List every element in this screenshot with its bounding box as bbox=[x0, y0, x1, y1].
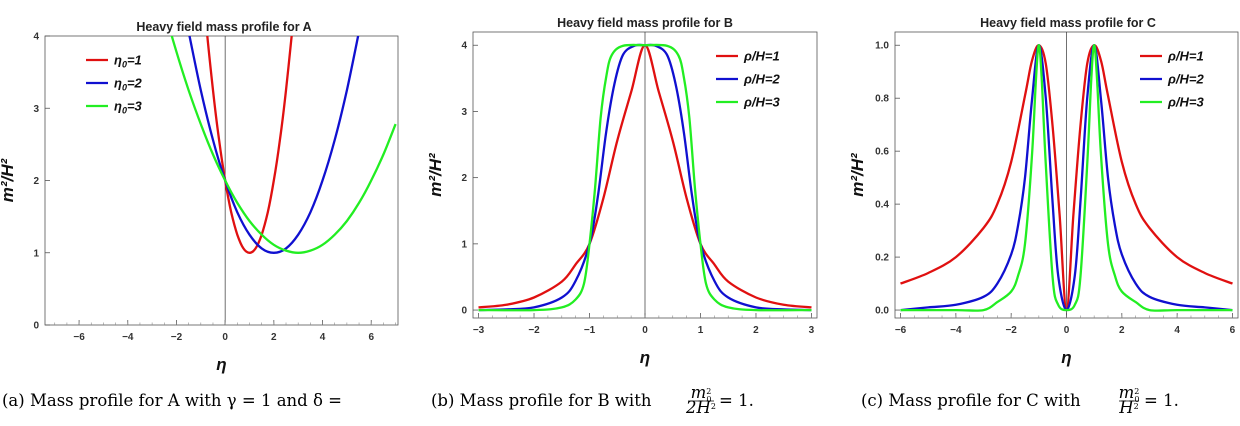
legend-label: ρ/H=2 bbox=[1167, 72, 1204, 87]
x-tick-label: −2 bbox=[171, 332, 183, 343]
panel-c-chart: Heavy field mass profile for C −6 −4 −2 0 2 4 6… bbox=[848, 16, 1239, 367]
legend-label: ρ/H=1 bbox=[743, 49, 780, 64]
y-axis-label-c: m²/H² bbox=[848, 152, 867, 197]
x-tick-label: −6 bbox=[73, 332, 85, 343]
y-tick-label: 0.6 bbox=[875, 147, 889, 158]
caption-c-numerator: m2 0 bbox=[1119, 383, 1140, 404]
x-tick-label: 4 bbox=[1174, 325, 1180, 336]
y-tick-label: 2 bbox=[33, 176, 39, 187]
x-tick-label: −1 bbox=[584, 325, 596, 336]
y-tick-label: 1.0 bbox=[875, 41, 889, 52]
x-tick-label: 2 bbox=[753, 325, 759, 336]
caption-b: (b) Mass profile for B with bbox=[431, 391, 652, 410]
chart-title-a: Heavy field mass profile for A bbox=[136, 20, 311, 34]
y-axis-label-b: m²/H² bbox=[426, 152, 445, 197]
x-tick-label: −4 bbox=[950, 325, 962, 336]
caption-b-numerator: m2 0 bbox=[691, 383, 712, 404]
x-axis-label-a: η bbox=[216, 355, 226, 374]
x-tick-label: 2 bbox=[1119, 325, 1125, 336]
caption-c-equals: = 1. bbox=[1144, 391, 1179, 410]
x-axis-label-b: η bbox=[640, 348, 650, 367]
x-tick-label: 6 bbox=[368, 332, 374, 343]
x-tick-label: −4 bbox=[122, 332, 134, 343]
y-tick-label: 3 bbox=[461, 107, 467, 118]
y-tick-label: 4 bbox=[461, 41, 467, 52]
series-line-a-2 bbox=[188, 36, 360, 254]
x-tick-label: 3 bbox=[809, 325, 815, 336]
x-tick-label: −3 bbox=[473, 325, 485, 336]
chart-title-b: Heavy field mass profile for B bbox=[557, 16, 733, 30]
caption-c-denominator: H2 bbox=[1118, 398, 1138, 417]
plot-frame-a bbox=[44, 35, 399, 326]
legend-label: η0=1 bbox=[114, 53, 142, 70]
panel-a-chart: Heavy field mass profile for A −6 −4 −2 0 2 4 6… bbox=[0, 20, 399, 374]
legend-label: η0=2 bbox=[114, 76, 143, 93]
y-tick-label: 0.4 bbox=[875, 200, 889, 211]
caption-c-prefix: (c) Mass profile for C with bbox=[861, 391, 1081, 410]
series-line-b-3 bbox=[478, 43, 812, 312]
x-axis-label-c: η bbox=[1061, 348, 1071, 367]
y-tick-label: 0 bbox=[33, 321, 39, 332]
y-tick-label: 3 bbox=[33, 104, 39, 115]
series-line-a-1 bbox=[206, 36, 293, 254]
x-tick-label: 4 bbox=[320, 332, 326, 343]
legend-label: η0=3 bbox=[114, 99, 143, 116]
y-tick-label: 1 bbox=[461, 239, 467, 250]
x-tick-label: −2 bbox=[528, 325, 540, 336]
chart-title-c: Heavy field mass profile for C bbox=[980, 16, 1156, 30]
caption-b-equals: = 1. bbox=[719, 391, 754, 410]
legend-label: ρ/H=3 bbox=[1167, 95, 1204, 110]
y-tick-label: 2 bbox=[461, 173, 467, 184]
y-axis-label-a: m²/H² bbox=[0, 157, 17, 202]
y-tick-label: 4 bbox=[33, 32, 39, 43]
caption-b-prefix: (b) Mass profile for B with bbox=[431, 391, 652, 410]
series-line-a-3 bbox=[170, 36, 397, 254]
legend-label: ρ/H=3 bbox=[743, 95, 780, 110]
x-tick-label: 0 bbox=[1064, 325, 1070, 336]
y-tick-label: 0.0 bbox=[875, 306, 889, 317]
x-tick-label: −2 bbox=[1005, 325, 1017, 336]
y-tick-label: 0 bbox=[461, 306, 467, 317]
y-tick-label: 1 bbox=[33, 248, 39, 259]
caption-b-fraction: m2 0 2H2 bbox=[685, 383, 716, 417]
x-tick-label: 0 bbox=[642, 325, 648, 336]
x-tick-label: 2 bbox=[271, 332, 277, 343]
caption-b-denominator: 2H2 bbox=[685, 398, 716, 417]
legend-label: ρ/H=1 bbox=[1167, 49, 1204, 64]
y-tick-label: 0.2 bbox=[875, 253, 889, 264]
series-line-c-3 bbox=[900, 44, 1233, 312]
legend-label: ρ/H=2 bbox=[743, 72, 780, 87]
caption-c: (c) Mass profile for C with bbox=[861, 391, 1081, 410]
caption-a: (a) Mass profile for A with γ = 1 and δ … bbox=[2, 391, 342, 410]
panel-b-chart: Heavy field mass profile for B −3 −2 −1 0 1 2 3… bbox=[426, 16, 818, 367]
x-tick-label: 6 bbox=[1230, 325, 1236, 336]
y-tick-label: 0.8 bbox=[875, 94, 889, 105]
x-tick-label: 0 bbox=[222, 332, 228, 343]
x-tick-label: −6 bbox=[895, 325, 907, 336]
caption-c-fraction: m2 0 H2 bbox=[1118, 383, 1139, 417]
x-tick-label: 1 bbox=[698, 325, 704, 336]
